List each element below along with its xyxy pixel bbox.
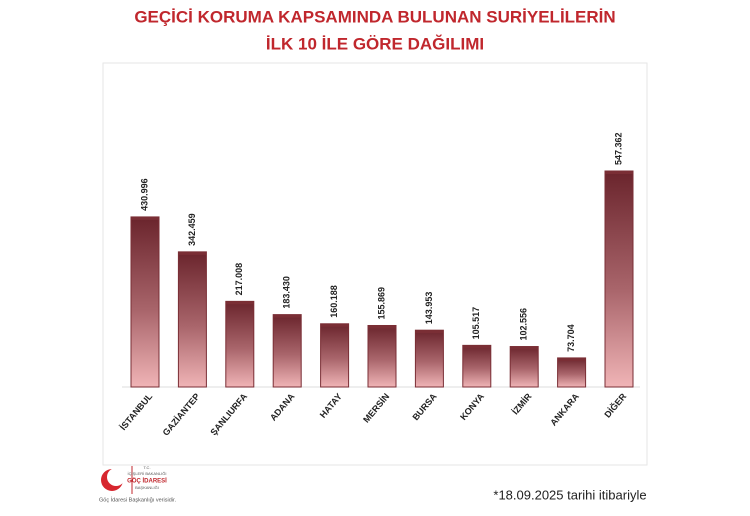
- footnote: *18.09.2025 tarihi itibariyle: [493, 487, 646, 502]
- value-label: 547.362: [613, 132, 623, 165]
- bar-top: [462, 345, 491, 349]
- bar-top: [415, 330, 444, 334]
- x-tick-label: ADANA: [268, 391, 297, 423]
- bar: [604, 170, 634, 388]
- value-label: 102.556: [519, 308, 529, 341]
- bar: [557, 357, 587, 388]
- logo-text: BAŞKANLIĞI: [135, 485, 159, 490]
- value-label: 217.008: [234, 263, 244, 296]
- x-tick-label: GAZİANTEP: [161, 391, 202, 437]
- bar-top: [368, 325, 396, 329]
- x-tick-label: HATAY: [318, 391, 344, 420]
- logo-caption: Göç İdaresi Başkanlığı verisidir.: [99, 496, 177, 503]
- chart-title: İLK 10 İLE GÖRE DAĞILIMI: [266, 34, 484, 53]
- bar: [272, 314, 302, 388]
- x-tick-label: İZMİR: [510, 391, 534, 417]
- bar-top: [320, 323, 349, 327]
- bar: [509, 346, 539, 388]
- value-label: 160.188: [329, 285, 339, 318]
- x-tick-label: İSTANBUL: [118, 391, 155, 432]
- value-label: 342.459: [187, 213, 197, 246]
- bar: [130, 216, 160, 388]
- bar-top: [510, 346, 539, 350]
- x-tick-label: ŞANLIURFA: [208, 391, 249, 437]
- logo-text: GÖÇ İDARESİ: [127, 478, 167, 485]
- x-tick-label: MERSİN: [361, 391, 391, 424]
- x-tick-label: ANKARA: [548, 391, 581, 428]
- chart-title: GEÇİCİ KORUMA KAPSAMINDA BULUNAN SURİYEL…: [134, 7, 615, 26]
- logo: T.C. İÇİŞLERİ BAKANLIĞI GÖÇ İDARESİ BAŞK…: [99, 465, 177, 503]
- logo-crescent-cut: [107, 468, 125, 486]
- value-label: 73.704: [566, 324, 576, 352]
- bar-top: [557, 357, 586, 361]
- bar: [225, 300, 255, 388]
- value-label: 105.517: [471, 307, 481, 340]
- value-label: 430.996: [139, 178, 149, 211]
- bar-top: [225, 301, 254, 305]
- logo-text: İÇİŞLERİ BAKANLIĞI: [128, 471, 167, 476]
- bar: [462, 344, 492, 388]
- bar: [367, 324, 397, 388]
- bar: [320, 323, 350, 388]
- x-tick-label: BURSA: [411, 391, 440, 422]
- bar-top: [273, 314, 302, 318]
- logo-text: T.C.: [143, 465, 150, 470]
- bar: [177, 251, 207, 388]
- bar: [414, 329, 444, 388]
- x-tick-label: DİĞER: [602, 390, 629, 419]
- bar-top: [131, 216, 159, 220]
- value-label: 155.869: [376, 287, 386, 320]
- x-tick-label: KONYA: [458, 391, 486, 422]
- plot-frame: [102, 62, 648, 466]
- bar-top: [605, 171, 633, 174]
- bar-top: [178, 251, 207, 255]
- value-label: 183.430: [282, 276, 292, 309]
- value-label: 143.953: [424, 292, 434, 325]
